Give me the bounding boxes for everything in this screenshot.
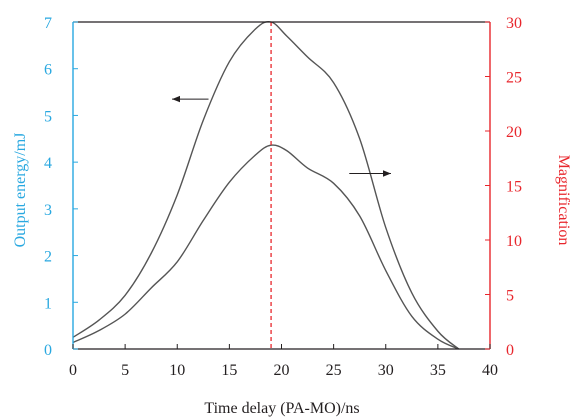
arrow-head	[383, 170, 391, 177]
x-tick-label: 5	[121, 362, 129, 379]
y-right-tick-label: 20	[506, 124, 522, 141]
y-left-tick-label: 5	[44, 108, 52, 125]
x-axis-title: Time delay (PA-MO)/ns	[204, 400, 359, 417]
y-left-tick-label: 2	[44, 249, 52, 266]
x-ticks-layer: 0 5 10 15 20 25 30 35 40	[69, 344, 498, 379]
y-left-tick-label: 3	[44, 202, 52, 219]
y-left-tick-label: 7	[44, 15, 52, 32]
x-tick-label: 10	[169, 362, 185, 379]
curves-layer	[72, 20, 460, 350]
arrows-layer	[172, 95, 391, 177]
arrow-head	[172, 95, 180, 103]
x-tick-label: 0	[69, 362, 77, 379]
x-tick-label: 25	[326, 362, 342, 379]
x-tick-label: 40	[482, 362, 498, 379]
right-arrow-annotation	[349, 170, 391, 177]
left-arrow-annotation	[172, 95, 209, 103]
y-left-tick-label: 6	[44, 62, 52, 79]
y-right-ticks-layer: 0 5 10 15 20 25 30	[485, 15, 522, 359]
x-tick-label: 35	[430, 362, 446, 379]
y-left-tick-label: 0	[44, 342, 52, 359]
y-right-axis-title: Magnification	[555, 155, 572, 246]
x-tick-label: 20	[274, 362, 290, 379]
x-tick-label: 30	[378, 362, 394, 379]
y-right-tick-label: 10	[506, 233, 522, 250]
y-right-tick-label: 15	[506, 179, 522, 196]
plot-frame-layer	[72, 21, 491, 350]
x-tick-label: 15	[221, 362, 237, 379]
y-right-tick-label: 30	[506, 15, 522, 32]
magnification-curve	[72, 144, 460, 350]
y-right-tick-label: 0	[506, 342, 514, 359]
y-left-ticks-layer: 0 1 2 3 4 5 6 7	[44, 15, 78, 359]
y-right-tick-label: 5	[506, 288, 514, 305]
y-left-axis-title: Output energy/mJ	[12, 133, 29, 248]
y-left-tick-label: 4	[44, 155, 52, 172]
y-left-tick-label: 1	[44, 295, 52, 312]
y-right-tick-label: 25	[506, 70, 522, 87]
